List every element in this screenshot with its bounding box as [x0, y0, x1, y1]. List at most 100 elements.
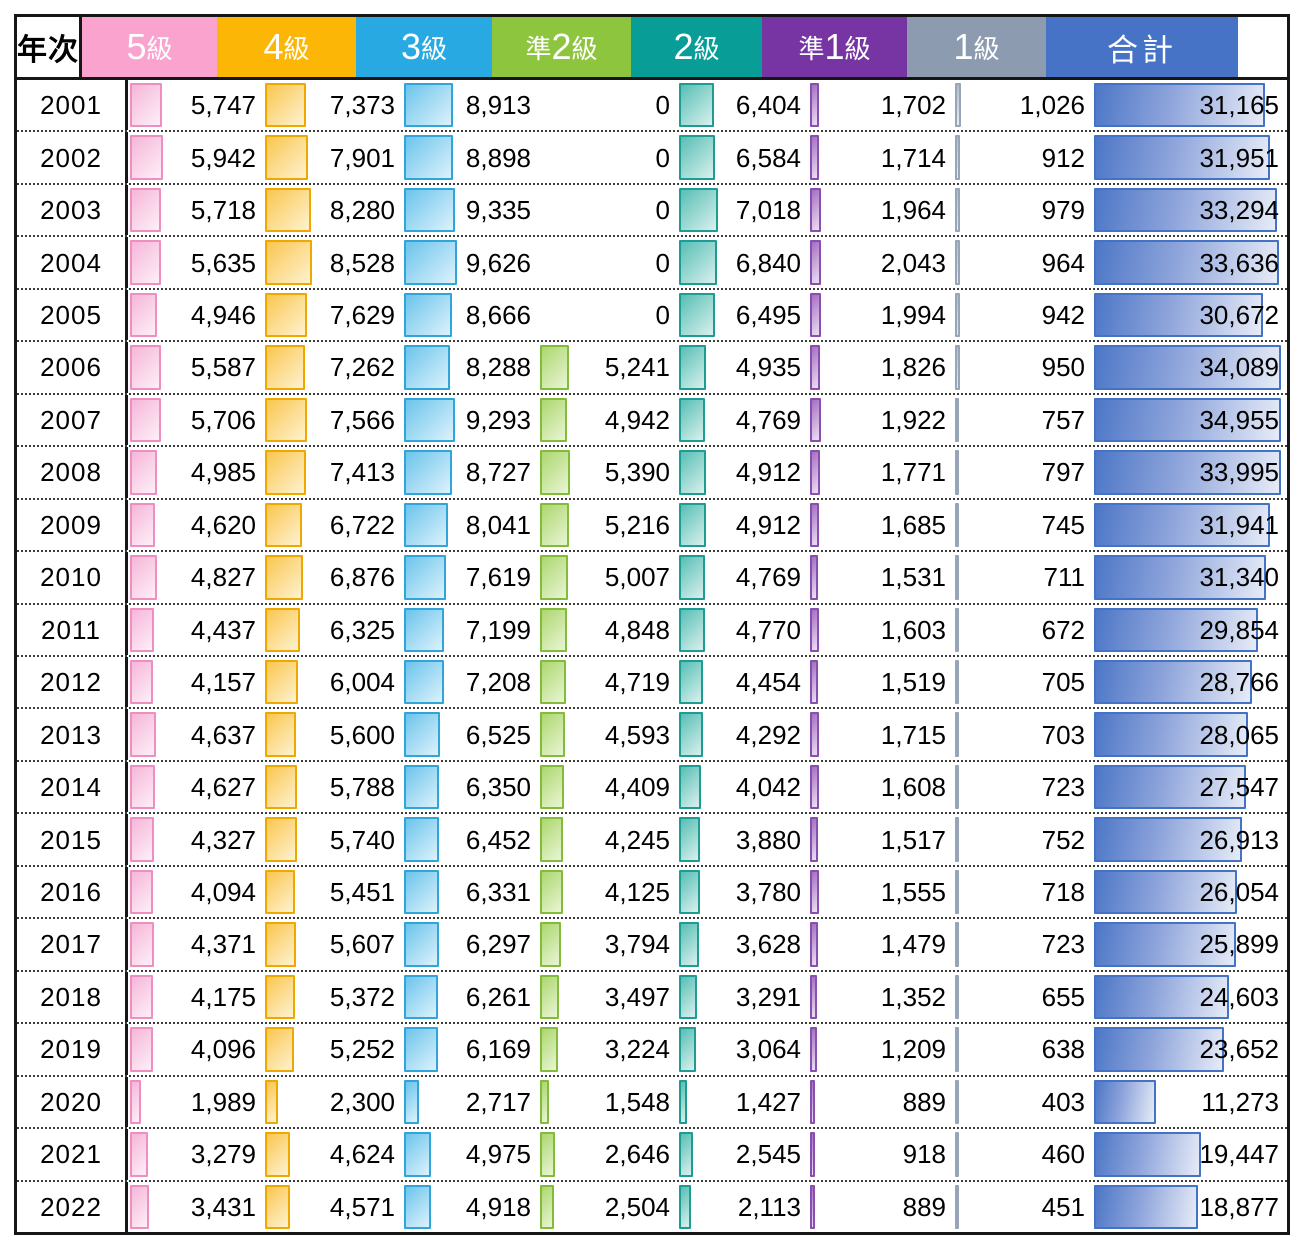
value-label-grade1: 979: [1041, 195, 1085, 226]
value-cell-grade4: 5,607: [263, 919, 402, 969]
data-bar-grade3: [404, 187, 455, 233]
value-cell-grade2: 4,042: [677, 762, 808, 812]
value-cell-pre1: 1,994: [808, 290, 953, 340]
value-cell-grade2: 2,113: [677, 1182, 808, 1232]
value-label-grade5: 3,279: [190, 1139, 256, 1170]
value-cell-grade3: 8,913: [402, 80, 538, 130]
value-cell-pre2: 0: [538, 80, 677, 130]
data-bar-pre1: [810, 922, 818, 967]
table-row: 2001 5,747 7,373 8,913 0 6,404 1,702 1,026 31,16…: [17, 80, 1287, 131]
year-cell: 2019: [17, 1024, 128, 1075]
data-bar-grade1: [955, 1027, 959, 1072]
year-cell: 2016: [17, 866, 128, 918]
value-cell-grade5: 5,718: [128, 185, 263, 235]
value-cell-grade5: 4,371: [128, 919, 263, 969]
value-label-total: 33,995: [1199, 457, 1279, 488]
year-label: 2020: [40, 1086, 102, 1117]
value-label-total: 26,054: [1199, 877, 1279, 908]
value-label-pre1: 918: [902, 1139, 946, 1170]
value-cell-grade1: 718: [953, 867, 1092, 917]
value-cell-pre1: 1,714: [808, 132, 953, 182]
value-label-pre1: 1,994: [880, 300, 946, 331]
value-label-grade2: 4,935: [735, 352, 801, 383]
value-label-grade1: 797: [1041, 457, 1085, 488]
value-label-grade3: 8,666: [465, 300, 531, 331]
data-bar-grade3: [404, 1079, 419, 1125]
year-cell: 2006: [17, 342, 128, 393]
header-cell-total: 合計: [1046, 17, 1238, 77]
value-label-pre2: 0: [655, 195, 670, 226]
data-bar-grade1: [955, 292, 960, 338]
value-label-pre2: 5,216: [604, 509, 670, 540]
data-bar-pre2: [540, 974, 559, 1020]
data-bar-grade3: [404, 240, 457, 285]
value-label-grade2: 4,912: [735, 457, 801, 488]
value-label-grade3: 7,199: [465, 614, 531, 645]
value-cell-pre2: 5,007: [538, 552, 677, 602]
year-cell: 2015: [17, 814, 128, 865]
data-bar-pre2: [540, 817, 563, 862]
data-bar-grade2: [679, 974, 697, 1020]
data-bar-pre1: [810, 240, 821, 285]
data-bar-grade4: [265, 450, 306, 495]
value-cell-grade4: 2,300: [263, 1077, 402, 1127]
value-cell-grade2: 1,427: [677, 1077, 808, 1127]
value-label-pre1: 1,352: [880, 981, 946, 1012]
value-label-grade1: 451: [1041, 1191, 1085, 1222]
value-label-grade5: 5,635: [190, 247, 256, 278]
data-bar-grade5: [130, 1132, 148, 1177]
value-cell-pre2: 5,390: [538, 447, 677, 497]
value-label-grade4: 5,607: [329, 929, 395, 960]
year-cell: 2018: [17, 971, 128, 1023]
value-label-grade3: 8,898: [465, 142, 531, 173]
data-bar-grade2: [679, 869, 700, 915]
value-cell-grade1: 1,026: [953, 80, 1092, 130]
value-cell-grade5: 4,157: [128, 657, 263, 707]
value-cell-pre1: 1,519: [808, 657, 953, 707]
value-label-pre1: 1,685: [880, 509, 946, 540]
data-bar-pre1: [810, 1027, 817, 1072]
value-label-pre2: 5,241: [604, 352, 670, 383]
data-bar-total: [1094, 450, 1281, 495]
value-label-grade5: 1,989: [190, 1086, 256, 1117]
value-cell-total: 33,636: [1092, 237, 1284, 287]
value-cell-grade3: 9,293: [402, 395, 538, 445]
data-bar-grade4: [265, 555, 303, 600]
data-bar-total: [1094, 1132, 1201, 1177]
value-label-total: 27,547: [1199, 772, 1279, 803]
value-cell-pre1: 1,603: [808, 605, 953, 655]
year-label: 2014: [40, 772, 102, 803]
data-bar-grade5: [130, 712, 156, 757]
year-cell: 2008: [17, 447, 128, 498]
value-cell-grade3: 4,918: [402, 1182, 538, 1232]
table-row: 2011 4,437 6,325 7,199 4,848 4,770 1,603 672 29,…: [17, 602, 1287, 655]
value-label-total: 31,951: [1199, 142, 1279, 173]
table-row: 2003 5,718 8,280 9,335 0 7,018 1,964 979 33,294: [17, 182, 1287, 236]
value-cell-grade3: 6,525: [402, 709, 538, 759]
value-cell-total: 28,065: [1092, 709, 1284, 759]
data-bar-pre1: [810, 555, 818, 600]
value-cell-total: 26,054: [1092, 867, 1284, 917]
data-bar-grade3: [404, 345, 450, 390]
data-bar-pre1: [810, 974, 817, 1020]
value-label-grade3: 6,350: [465, 772, 531, 803]
value-label-pre2: 4,593: [604, 719, 670, 750]
value-label-pre2: 1,548: [604, 1086, 670, 1117]
value-label-grade2: 2,545: [735, 1139, 801, 1170]
data-bar-grade1: [955, 83, 961, 128]
value-cell-grade2: 6,840: [677, 237, 808, 287]
value-label-grade4: 5,252: [329, 1034, 395, 1065]
value-cell-pre2: 4,245: [538, 814, 677, 864]
data-bar-grade4: [265, 240, 312, 285]
value-label-grade3: 9,335: [465, 195, 531, 226]
value-cell-grade5: 4,827: [128, 552, 263, 602]
value-label-grade2: 4,769: [735, 404, 801, 435]
value-label-grade4: 5,372: [329, 981, 395, 1012]
data-bar-grade5: [130, 1027, 153, 1072]
value-cell-pre1: 1,964: [808, 185, 953, 235]
data-bar-grade1: [955, 187, 960, 233]
value-cell-total: 19,447: [1092, 1129, 1284, 1179]
value-cell-grade3: 9,626: [402, 237, 538, 287]
value-label-grade4: 8,528: [329, 247, 395, 278]
